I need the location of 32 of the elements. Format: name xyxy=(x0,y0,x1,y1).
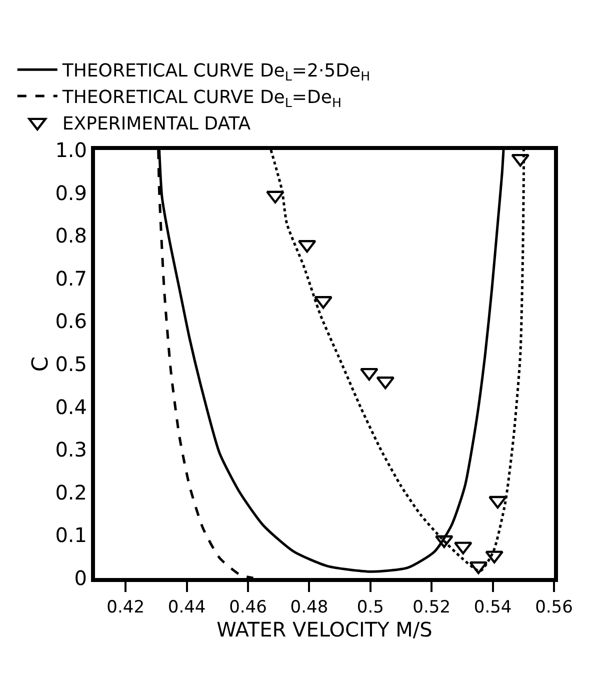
point xyxy=(266,190,284,204)
y-tick-label: 0.4 xyxy=(55,394,87,419)
legend-label: EXPERIMENTAL DATA xyxy=(62,113,252,134)
y-tick-label: 0.9 xyxy=(55,180,87,205)
point xyxy=(511,154,530,167)
x-tick-label: 0.46 xyxy=(229,597,267,618)
point xyxy=(314,296,332,309)
x-tick-label: 0.54 xyxy=(474,597,512,618)
x-tick-label: 0.44 xyxy=(168,597,206,618)
legend-label: THEORETICAL CURVE De$_{L}$=De$_{H}$ xyxy=(61,87,342,110)
x-tick-label: 0.52 xyxy=(412,597,451,618)
y-axis-title: C xyxy=(28,356,54,372)
y-tick-label: 0.2 xyxy=(55,480,87,504)
x-tick-label: 0.48 xyxy=(290,597,328,618)
point xyxy=(434,535,454,548)
point xyxy=(298,240,316,253)
x-tick-label: 0.5 xyxy=(356,597,384,618)
y-tick-label: 0 xyxy=(74,566,87,590)
point xyxy=(488,496,507,509)
y-tick-label: 0.7 xyxy=(55,266,87,290)
legend-label: THEORETICAL CURVE De$_{L}$=2·5De$_{H}$ xyxy=(61,60,370,84)
y-tick-label: 0.5 xyxy=(55,352,87,376)
x-axis-title: WATER VELOCITY M/S xyxy=(216,617,432,642)
y-tick-label: 0.8 xyxy=(55,224,87,248)
point xyxy=(469,561,488,574)
x-tick-label: 0.56 xyxy=(535,597,573,618)
y-tick-label: 0.3 xyxy=(55,438,87,462)
x-tick-label: 0.42 xyxy=(106,597,145,618)
point xyxy=(360,368,378,381)
y-tick-label: 1.0 xyxy=(55,138,87,162)
y-tick-label: 0.1 xyxy=(55,523,87,548)
y-tick-label: 0.6 xyxy=(55,309,87,334)
